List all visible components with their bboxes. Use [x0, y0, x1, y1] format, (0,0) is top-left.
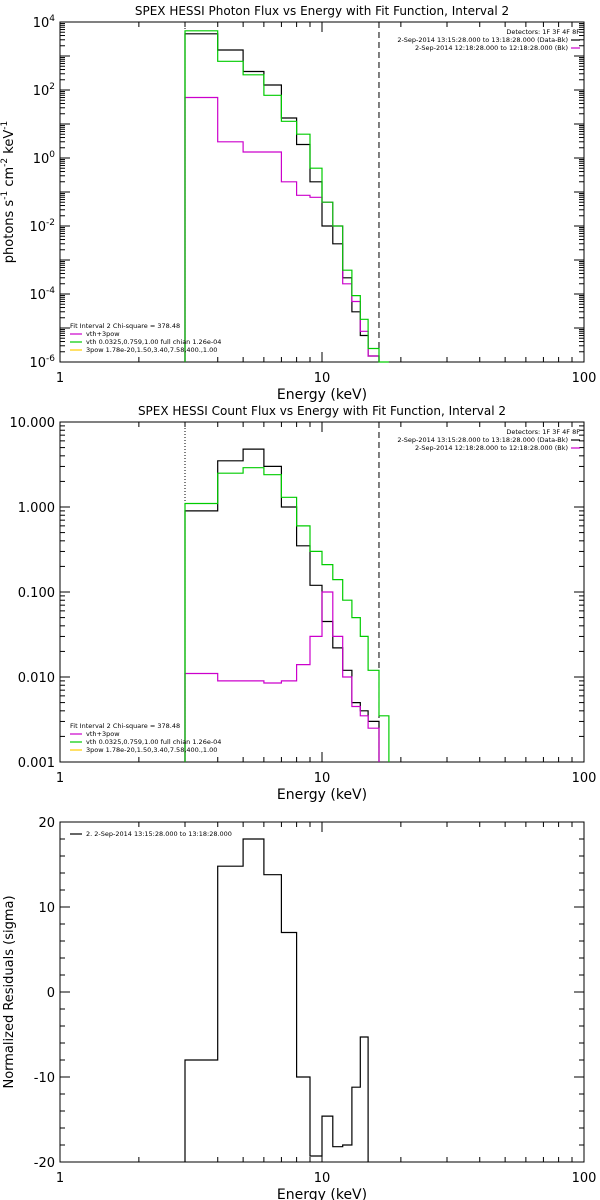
chart-2-y-tick-label: 10.000: [10, 416, 56, 431]
chart-1-legend-fit-info: Fit Interval 2 Chi-square = 378.48: [70, 322, 180, 330]
chart-1-y-axis-label: photons s-1 cm-2 keV-1: [0, 121, 17, 263]
chart-3-x-axis-label: Energy (keV): [277, 1187, 367, 1200]
chart-1-y-tick-label: 10-2: [29, 218, 55, 235]
chart-3-x-tick-label: 100: [572, 1171, 597, 1186]
chart-2-legend-fit-label: vth 0.0325,0.759,1.00 full chian 1.26e-0…: [86, 738, 221, 746]
chart-1-y-tick-label: 10-6: [29, 354, 55, 371]
chart-1-x-tick-label: 1: [56, 371, 64, 386]
chart-3-series-black-line: [184, 838, 369, 1162]
chart-1-legend-entry-label: 2-Sep-2014 12:18:28.000 to 12:18:28.000 …: [415, 44, 568, 52]
chart-1-legend-fit-label: 3pow 1.78e-20,1.50,3.40,7.58,400.,1.00: [86, 346, 217, 354]
chart-1-legend-detectors: Detectors: 1F 3F 4F 8F: [506, 28, 580, 36]
chart-2-legend-fit-info: Fit Interval 2 Chi-square = 378.48: [70, 722, 180, 730]
chart-2-legend-detectors: Detectors: 1F 3F 4F 8F: [506, 428, 580, 436]
chart-2-legend-entry-label: 2-Sep-2014 12:18:28.000 to 12:18:28.000 …: [415, 444, 568, 452]
chart-1-x-tick-label: 10: [314, 371, 331, 386]
chart-1-series-black-line: [184, 33, 380, 362]
chart-1-title: SPEX HESSI Photon Flux vs Energy with Fi…: [135, 4, 509, 18]
chart-1-series-magenta-line: [184, 96, 380, 362]
chart-2-x-tick-label: 1: [56, 771, 64, 786]
chart-2-series-green-line: [184, 467, 390, 762]
chart-3-y-tick-label: -10: [34, 1071, 55, 1086]
chart-2-title: SPEX HESSI Count Flux vs Energy with Fit…: [138, 404, 506, 418]
chart-1-legend-entry-label: 2-Sep-2014 13:15:28.000 to 13:18:28.000 …: [397, 36, 568, 44]
chart-1-x-axis-label: Energy (keV): [277, 387, 367, 403]
chart-1-y-tick-label: 102: [33, 82, 55, 99]
chart-1-legend-fit-label: vth+3pow: [86, 330, 120, 338]
chart-1-series-green-line: [184, 30, 389, 363]
chart-2-x-tick-label: 100: [572, 771, 597, 786]
chart-3-y-tick-label: 20: [38, 816, 55, 831]
chart-3-y-tick-label: 0: [47, 986, 55, 1001]
chart-2-y-tick-label: 0.010: [18, 671, 55, 686]
chart-3-y-tick-label: 10: [38, 901, 55, 916]
chart-1-y-tick-label: 10-4: [29, 286, 55, 303]
chart-3-y-axis-label: Normalized Residuals (sigma): [2, 895, 17, 1088]
chart-2-y-tick-label: 0.001: [18, 756, 55, 771]
chart-2-x-axis-label: Energy (keV): [277, 787, 367, 803]
chart-2-legend-fit-label: 3pow 1.78e-20,1.50,3.40,7.58,400.,1.00: [86, 746, 217, 754]
chart-3-plot-frame: [59, 821, 585, 1163]
chart-2-y-tick-label: 0.100: [18, 586, 55, 601]
chart-1-y-tick-label: 100: [33, 150, 56, 167]
chart-1-legend-fit-label: vth 0.0325,0.759,1.00 full chian 1.26e-0…: [86, 338, 221, 346]
chart-3-y-tick-label: -20: [34, 1156, 55, 1171]
chart-3-x-tick-label: 10: [314, 1171, 331, 1186]
chart-2-x-tick-label: 10: [314, 771, 331, 786]
chart-2-y-tick-label: 1.000: [18, 501, 55, 516]
chart-3-x-tick-label: 1: [56, 1171, 64, 1186]
chart-3-legend-label: 2. 2-Sep-2014 13:15:28.000 to 13:18:28.0…: [86, 830, 232, 838]
chart-2-legend-fit-label: vth+3pow: [86, 730, 120, 738]
chart-1-y-tick-label: 104: [33, 14, 56, 31]
chart-1-x-tick-label: 100: [572, 371, 597, 386]
chart-2-series-magenta-line: [184, 591, 380, 762]
chart-2-legend-entry-label: 2-Sep-2014 13:15:28.000 to 13:18:28.000 …: [397, 436, 568, 444]
